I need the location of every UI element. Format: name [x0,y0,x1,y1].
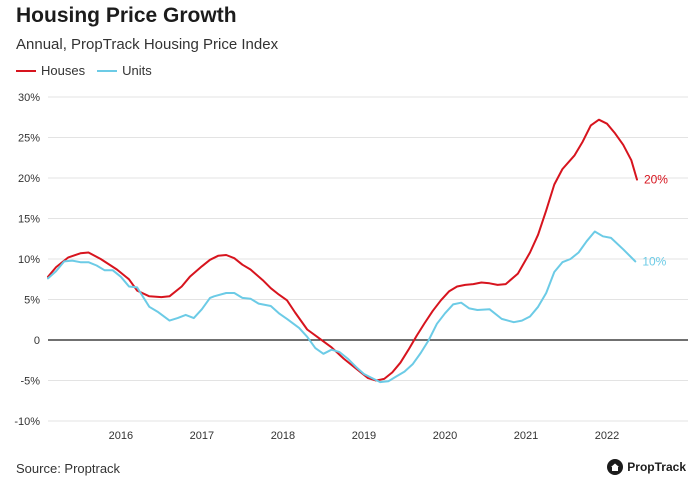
source-note: Source: Proptrack [16,461,121,476]
y-tick-label: 30% [18,92,40,104]
chart-subtitle: Annual, PropTrack Housing Price Index [16,36,279,53]
x-tick-label: 2021 [514,430,538,442]
y-tick-label: 0 [34,335,40,347]
legend-label-units: Units [122,63,152,78]
x-tick-label: 2018 [271,430,295,442]
home-icon [607,459,624,475]
chart-title: Housing Price Growth [16,4,237,27]
y-tick-label: -5% [20,376,40,388]
x-tick-label: 2020 [433,430,457,442]
x-tick-label: 2022 [595,430,619,442]
end-label-units: 10% [642,254,666,268]
chart-legend: Houses Units [16,63,164,78]
legend-item-houses: Houses [16,63,85,78]
y-tick-label: -10% [14,416,40,428]
y-tick-label: 5% [24,295,40,307]
series-line-units [47,230,637,384]
series-line-houses [47,118,638,382]
x-tick-label: 2016 [109,430,133,442]
brand-logo: PropTrack [607,459,686,475]
y-tick-label: 15% [18,214,40,226]
y-tick-label: 20% [18,173,40,185]
x-tick-label: 2019 [352,430,376,442]
legend-swatch-houses [16,69,36,72]
y-tick-label: 10% [18,254,40,266]
legend-swatch-units [97,69,118,72]
legend-item-units: Units [97,63,152,78]
end-label-houses: 20% [644,173,668,187]
brand-name: PropTrack [627,460,686,474]
legend-label-houses: Houses [41,63,86,78]
x-tick-label: 2017 [190,430,214,442]
y-tick-label: 25% [18,133,40,145]
